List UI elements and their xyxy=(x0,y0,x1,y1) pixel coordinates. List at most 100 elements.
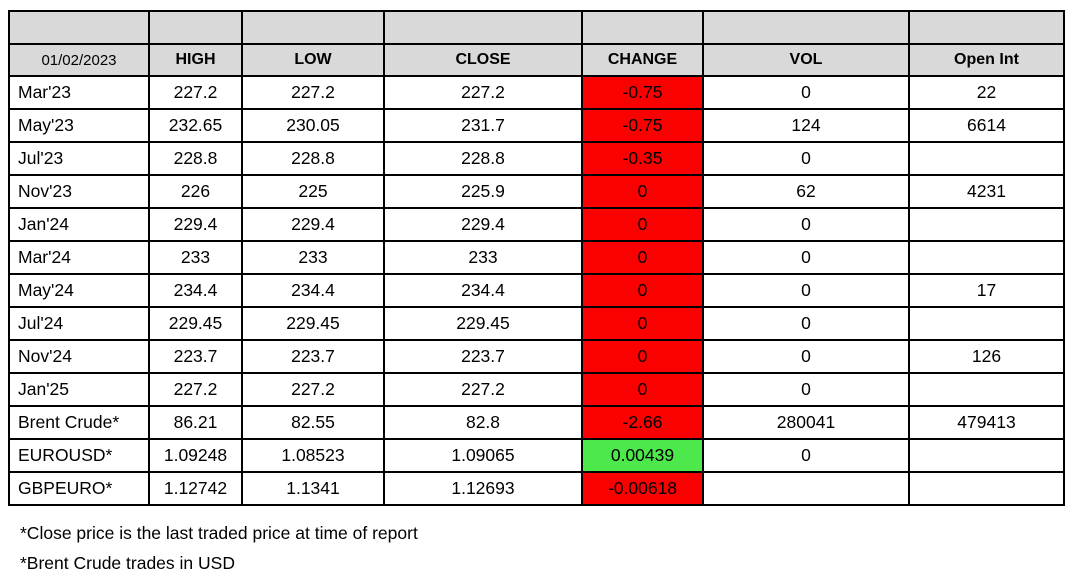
high-cell: 227.2 xyxy=(148,372,243,407)
vol-cell: 0 xyxy=(702,339,910,374)
footnotes: *Close price is the last traded price at… xyxy=(20,518,418,577)
vol-cell: 0 xyxy=(702,306,910,341)
low-cell: 227.2 xyxy=(241,372,385,407)
change-cell: 0 xyxy=(581,273,704,308)
open-int-cell xyxy=(908,438,1065,473)
low-cell: 1.08523 xyxy=(241,438,385,473)
open-int-cell: 17 xyxy=(908,273,1065,308)
contract-label: Nov'24 xyxy=(8,339,150,374)
low-cell: 228.8 xyxy=(241,141,385,176)
column-header-close: CLOSE xyxy=(383,43,583,77)
high-cell: 227.2 xyxy=(148,75,243,110)
contract-label: Jul'23 xyxy=(8,141,150,176)
contract-label: May'24 xyxy=(8,273,150,308)
vol-cell: 0 xyxy=(702,372,910,407)
open-int-cell: 479413 xyxy=(908,405,1065,440)
contract-label: Jul'24 xyxy=(8,306,150,341)
open-int-cell xyxy=(908,471,1065,506)
low-cell: 1.1341 xyxy=(241,471,385,506)
footnote-brent-usd: *Brent Crude trades in USD xyxy=(20,553,235,573)
open-int-cell: 126 xyxy=(908,339,1065,374)
high-cell: 226 xyxy=(148,174,243,209)
column-header-open-int: Open Int xyxy=(908,43,1065,77)
spacer-cell xyxy=(241,10,385,45)
contract-label: Brent Crude* xyxy=(8,405,150,440)
vol-cell: 0 xyxy=(702,240,910,275)
high-cell: 1.12742 xyxy=(148,471,243,506)
high-cell: 228.8 xyxy=(148,141,243,176)
vol-cell: 124 xyxy=(702,108,910,143)
change-cell: -0.75 xyxy=(581,75,704,110)
spacer-cell xyxy=(148,10,243,45)
futures-price-table: 01/02/2023 HIGH LOW CLOSE CHANGE VOL Ope… xyxy=(8,10,1065,506)
vol-cell: 0 xyxy=(702,75,910,110)
close-cell: 234.4 xyxy=(383,273,583,308)
open-int-cell xyxy=(908,141,1065,176)
column-header-high: HIGH xyxy=(148,43,243,77)
close-cell: 231.7 xyxy=(383,108,583,143)
contract-label: Jan'24 xyxy=(8,207,150,242)
low-cell: 229.4 xyxy=(241,207,385,242)
vol-cell: 280041 xyxy=(702,405,910,440)
column-header-low: LOW xyxy=(241,43,385,77)
table-row: GBPEURO* 1.12742 1.1341 1.12693 -0.00618 xyxy=(8,471,1065,506)
vol-cell xyxy=(702,471,910,506)
contract-label: Nov'23 xyxy=(8,174,150,209)
date-header: 01/02/2023 xyxy=(8,43,150,77)
low-cell: 225 xyxy=(241,174,385,209)
table-row: Jul'23 228.8 228.8 228.8 -0.35 0 xyxy=(8,141,1065,176)
table-row: Jan'24 229.4 229.4 229.4 0 0 xyxy=(8,207,1065,242)
column-header-vol: VOL xyxy=(702,43,910,77)
vol-cell: 0 xyxy=(702,141,910,176)
vol-cell: 0 xyxy=(702,438,910,473)
high-cell: 229.45 xyxy=(148,306,243,341)
change-cell: 0 xyxy=(581,339,704,374)
open-int-cell: 4231 xyxy=(908,174,1065,209)
spacer-cell xyxy=(702,10,910,45)
change-cell: 0 xyxy=(581,174,704,209)
spacer-cell xyxy=(908,10,1065,45)
close-cell: 229.4 xyxy=(383,207,583,242)
change-cell: 0 xyxy=(581,306,704,341)
contract-label: GBPEURO* xyxy=(8,471,150,506)
contract-label: Jan'25 xyxy=(8,372,150,407)
high-cell: 234.4 xyxy=(148,273,243,308)
change-cell: -0.00618 xyxy=(581,471,704,506)
table-row: Nov'23 226 225 225.9 0 62 4231 xyxy=(8,174,1065,209)
open-int-cell: 22 xyxy=(908,75,1065,110)
change-cell: 0 xyxy=(581,240,704,275)
table-row: Mar'24 233 233 233 0 0 xyxy=(8,240,1065,275)
low-cell: 229.45 xyxy=(241,306,385,341)
open-int-cell xyxy=(908,306,1065,341)
spacer-cell xyxy=(383,10,583,45)
open-int-cell xyxy=(908,240,1065,275)
table-row: Jul'24 229.45 229.45 229.45 0 0 xyxy=(8,306,1065,341)
close-cell: 225.9 xyxy=(383,174,583,209)
high-cell: 229.4 xyxy=(148,207,243,242)
table-row: Jan'25 227.2 227.2 227.2 0 0 xyxy=(8,372,1065,407)
vol-cell: 0 xyxy=(702,207,910,242)
table-row: Nov'24 223.7 223.7 223.7 0 0 126 xyxy=(8,339,1065,374)
low-cell: 227.2 xyxy=(241,75,385,110)
open-int-cell xyxy=(908,207,1065,242)
header-row: 01/02/2023 HIGH LOW CLOSE CHANGE VOL Ope… xyxy=(8,43,1065,77)
change-cell: -2.66 xyxy=(581,405,704,440)
spacer-row xyxy=(8,10,1065,45)
contract-label: Mar'24 xyxy=(8,240,150,275)
close-cell: 223.7 xyxy=(383,339,583,374)
change-cell: 0.00439 xyxy=(581,438,704,473)
contract-label: Mar'23 xyxy=(8,75,150,110)
change-cell: -0.35 xyxy=(581,141,704,176)
high-cell: 86.21 xyxy=(148,405,243,440)
close-cell: 229.45 xyxy=(383,306,583,341)
close-cell: 228.8 xyxy=(383,141,583,176)
open-int-cell xyxy=(908,372,1065,407)
contract-label: May'23 xyxy=(8,108,150,143)
table-row: EUROUSD* 1.09248 1.08523 1.09065 0.00439… xyxy=(8,438,1065,473)
contract-label: EUROUSD* xyxy=(8,438,150,473)
close-cell: 1.12693 xyxy=(383,471,583,506)
close-cell: 227.2 xyxy=(383,75,583,110)
change-cell: 0 xyxy=(581,372,704,407)
change-cell: -0.75 xyxy=(581,108,704,143)
close-cell: 233 xyxy=(383,240,583,275)
